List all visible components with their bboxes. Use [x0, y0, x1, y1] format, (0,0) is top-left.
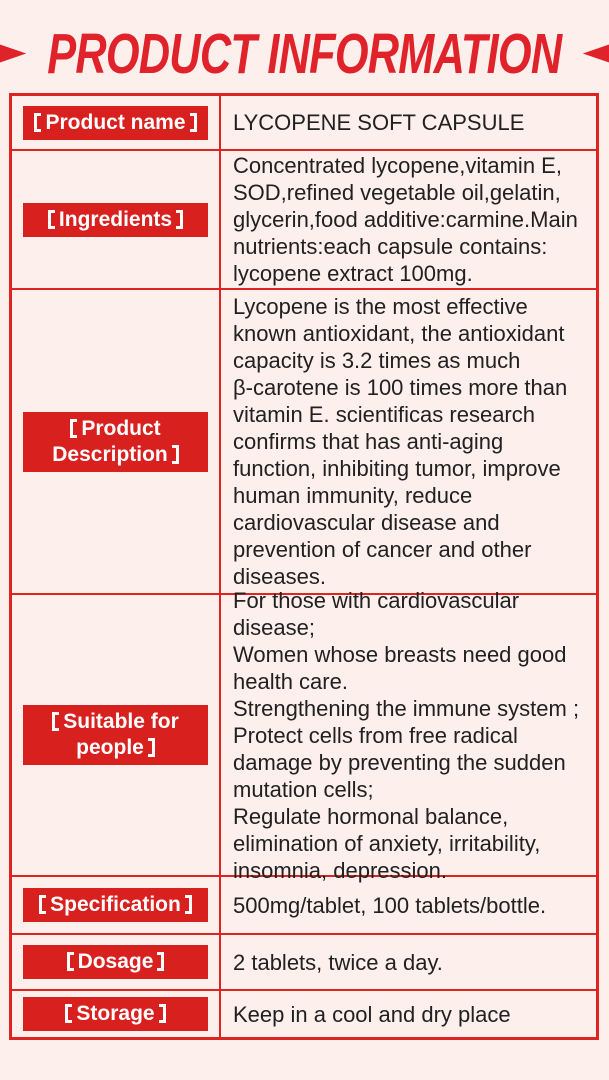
row-value: Keep in a cool and dry place [233, 1001, 511, 1027]
table-row-specification: Specification 500mg/tablet, 100 tablets/… [12, 875, 596, 933]
lens-bracket-open-icon [47, 209, 55, 229]
row-label: Specification [50, 893, 181, 916]
row-label: Product Description [52, 416, 168, 466]
row-value-cell: LYCOPENE SOFT CAPSULE [219, 96, 596, 149]
page-header: PRODUCT INFORMATION [0, 0, 609, 93]
row-value: Concentrated lycopene,vitamin E, SOD,ref… [233, 153, 578, 286]
row-value-cell: Concentrated lycopene,vitamin E, SOD,ref… [219, 151, 596, 288]
label-badge: Dosage [23, 945, 208, 979]
row-value: For those with cardiovascular disease; W… [233, 587, 580, 883]
lens-bracket-close-icon [171, 444, 179, 464]
label-badge: Ingredients [23, 202, 208, 237]
row-value-cell: For those with cardiovascular disease; W… [219, 588, 596, 883]
lens-bracket-close-icon [189, 112, 197, 132]
row-value: LYCOPENE SOFT CAPSULE [233, 110, 525, 135]
row-label-cell: Suitable for people [12, 595, 219, 875]
row-label-cell: Product Description [12, 290, 219, 593]
row-label: Product name [45, 110, 186, 134]
page-title: PRODUCT INFORMATION [47, 21, 562, 86]
row-value: Lycopene is the most effective known ant… [233, 294, 568, 589]
label-badge: Storage [23, 997, 208, 1031]
lens-bracket-close-icon [176, 209, 184, 229]
lens-bracket-open-icon [52, 712, 60, 731]
lens-bracket-open-icon [34, 112, 42, 132]
table-row-product-name: Product name LYCOPENE SOFT CAPSULE [12, 96, 596, 149]
table-row-storage: Storage Keep in a cool and dry place [12, 989, 596, 1037]
row-label: Suitable for people [63, 710, 179, 759]
table-row-product-description: Product Description Lycopene is the most… [12, 288, 596, 593]
label-badge: Product Description [23, 411, 208, 472]
arrow-left-icon [582, 40, 609, 67]
lens-bracket-close-icon [158, 1004, 166, 1023]
lens-bracket-close-icon [147, 738, 155, 757]
table-row-dosage: Dosage 2 tablets, twice a day. [12, 933, 596, 989]
lens-bracket-open-icon [70, 418, 78, 438]
row-value-cell: Lycopene is the most effective known ant… [219, 290, 596, 593]
row-value-cell: 2 tablets, twice a day. [219, 935, 596, 989]
row-label-cell: Dosage [12, 935, 219, 989]
label-badge: Specification [23, 888, 208, 922]
row-value: 500mg/tablet, 100 tablets/bottle. [233, 892, 547, 918]
row-label: Storage [76, 1002, 155, 1025]
row-value-cell: Keep in a cool and dry place [219, 991, 596, 1037]
lens-bracket-close-icon [157, 952, 165, 971]
table-row-ingredients: Ingredients Concentrated lycopene,vitami… [12, 149, 596, 288]
product-information-table: Product name LYCOPENE SOFT CAPSULE Ingre… [9, 93, 599, 1040]
row-value: 2 tablets, twice a day. [233, 949, 443, 975]
arrow-right-icon [0, 40, 27, 67]
lens-bracket-open-icon [66, 952, 74, 971]
row-label-cell: Storage [12, 991, 219, 1037]
row-label: Ingredients [58, 207, 173, 231]
lens-bracket-open-icon [39, 895, 47, 914]
lens-bracket-open-icon [65, 1004, 73, 1023]
lens-bracket-close-icon [184, 895, 192, 914]
row-label-cell: Product name [12, 96, 219, 149]
row-value-cell: 500mg/tablet, 100 tablets/bottle. [219, 877, 596, 933]
table-row-suitable-for-people: Suitable for people For those with cardi… [12, 588, 596, 883]
label-badge: Product name [23, 105, 208, 140]
row-label-cell: Specification [12, 877, 219, 933]
row-label-cell: Ingredients [12, 151, 219, 288]
label-badge: Suitable for people [23, 705, 208, 765]
row-label: Dosage [77, 950, 154, 973]
